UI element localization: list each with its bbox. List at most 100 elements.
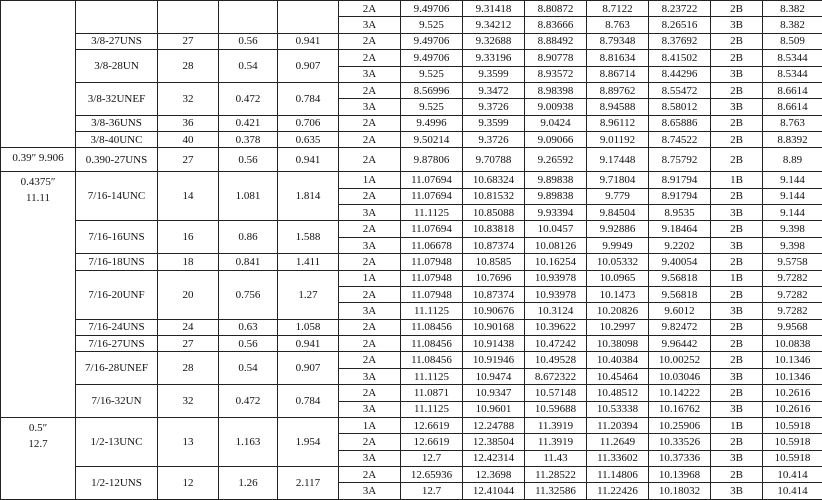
table-row: 7/16-24UNS 24 0.63 1.058 2A 11.08456 10.90168 1… — [1, 318, 822, 337]
value-cell: 8.8392 — [762, 130, 822, 149]
value-cell: 10.45464 — [586, 367, 649, 386]
class-cell: 2B — [710, 220, 763, 238]
value-cell: 12.65936 — [400, 466, 463, 484]
value-cell: 10.1346 — [762, 367, 822, 386]
c4-cell: 0.941 — [277, 335, 339, 353]
value-cell: 9.00938 — [524, 98, 587, 116]
value-cell: 12.38504 — [462, 433, 525, 451]
value-cell: 8.79348 — [586, 32, 649, 51]
value-cell: 8.55472 — [648, 81, 711, 100]
value-cell: 12.6619 — [400, 433, 463, 451]
c3-cell: 0.54 — [218, 351, 278, 386]
value-cell: 10.87374 — [462, 236, 525, 255]
value-cell: 9.525 — [400, 65, 463, 83]
class-cell: 1B — [710, 416, 763, 435]
c4-cell: 1.411 — [277, 253, 339, 271]
value-cell: 10.9474 — [462, 367, 525, 386]
designation-cell: 7/16-14UNC — [75, 171, 158, 222]
value-cell: 10.49528 — [524, 351, 587, 369]
value-cell: 9.34212 — [462, 16, 525, 34]
class-cell: 3B — [710, 400, 763, 418]
value-cell: 8.5344 — [762, 49, 822, 67]
value-cell: 10.39622 — [524, 318, 587, 337]
table-row: 3A 9.525 9.3599 8.93572 8.86714 8.44296 3B 8.53… — [1, 65, 822, 83]
class-cell: 3B — [710, 236, 763, 255]
diameter-cell: 0.39″ 9.906 — [0, 147, 76, 173]
diameter-text: 0.5″ — [28, 421, 48, 434]
table-row: 7/16-18UNS 18 0.841 1.411 2A 11.07948 10.8585 1… — [1, 253, 822, 271]
value-cell: 8.6614 — [762, 98, 822, 116]
value-cell: 8.80872 — [524, 0, 587, 18]
value-cell: 8.41502 — [648, 49, 711, 67]
table-row: 3/8-36UNS 36 0.421 0.706 2A 9.4996 9.3599 9.042… — [1, 114, 822, 133]
tpi-cell: 32 — [157, 384, 219, 418]
table-row: 0.4375″ 11.11 7/16-14UNC 14 1.081 1.814 1A 11.0… — [0, 171, 822, 418]
value-cell: 10.57148 — [524, 384, 587, 402]
designation-cell: 1/2-12UNS — [75, 466, 158, 500]
value-cell: 10.05332 — [586, 253, 649, 271]
value-cell: 8.89 — [762, 147, 822, 173]
value-cell: 10.00252 — [648, 351, 711, 369]
value-cell: 9.87806 — [400, 147, 463, 173]
value-cell: 11.14806 — [586, 466, 649, 484]
value-cell: 9.18464 — [648, 220, 711, 238]
class-cell: 3A — [338, 400, 401, 418]
c4-cell: 1.27 — [277, 269, 339, 320]
designation-cell: 3/8-27UNS — [75, 32, 158, 51]
value-cell: 9.49706 — [400, 49, 463, 67]
table-row: 7/16-27UNS 27 0.56 0.941 2A 11.08456 10.91438 1… — [1, 335, 822, 353]
value-cell: 10.37336 — [648, 449, 711, 468]
class-cell: 2A — [338, 0, 401, 18]
designation-cell: 7/16-27UNS — [75, 335, 158, 353]
c3-cell: 0.421 — [218, 114, 278, 133]
value-cell: 8.44296 — [648, 65, 711, 83]
class-cell: 2A — [338, 335, 401, 353]
value-cell: 8.90778 — [524, 49, 587, 67]
value-cell: 10.3124 — [524, 302, 587, 320]
value-cell: 9.56818 — [648, 269, 711, 287]
value-cell: 10.0838 — [762, 335, 822, 353]
value-cell: 9.89838 — [524, 171, 587, 189]
value-cell: 10.90676 — [462, 302, 525, 320]
value-cell: 9.50214 — [400, 130, 463, 149]
value-cell: 11.07694 — [400, 187, 463, 206]
value-cell: 9.26592 — [524, 147, 587, 173]
class-cell: 2A — [338, 384, 401, 402]
value-cell: 9.09066 — [524, 130, 587, 149]
value-cell: 8.88492 — [524, 32, 587, 51]
table-row: 7/16-16UNS 16 0.86 1.588 2A 11.07694 10.83818 1… — [1, 220, 822, 255]
value-cell: 9.5758 — [762, 253, 822, 271]
value-cell: 9.70788 — [462, 147, 525, 173]
value-cell: 8.89762 — [586, 81, 649, 100]
value-cell: 9.89838 — [524, 187, 587, 206]
value-cell: 11.07694 — [400, 171, 463, 189]
value-cell: 10.2616 — [762, 384, 822, 402]
value-cell: 10.25906 — [648, 416, 711, 435]
value-cell: 9.49706 — [400, 32, 463, 51]
value-cell: 10.16254 — [524, 253, 587, 271]
table-row: 3/8-27UNS 27 0.56 0.941 2A 9.49706 9.32688 8.88… — [1, 32, 822, 51]
value-cell: 9.01192 — [586, 130, 649, 149]
table-row: 3/8-40UNC 40 0.378 0.635 2A 9.50214 9.3726 9.09… — [1, 130, 822, 149]
value-cell: 10.16762 — [648, 400, 711, 418]
value-cell: 8.672322 — [524, 367, 587, 386]
value-cell: 8.75792 — [648, 147, 711, 173]
value-cell: 11.1125 — [400, 302, 463, 320]
value-cell: 10.47242 — [524, 335, 587, 353]
value-cell: 8.96112 — [586, 114, 649, 133]
value-cell: 11.0871 — [400, 384, 463, 402]
value-cell: 10.20826 — [586, 302, 649, 320]
class-cell: 2B — [710, 433, 763, 451]
c4-cell: 0.784 — [277, 81, 339, 116]
class-cell: 3A — [338, 98, 401, 116]
c3-cell: 0.378 — [218, 130, 278, 149]
class-cell: 3B — [710, 65, 763, 83]
tpi-cell: 27 — [157, 335, 219, 353]
value-cell: 9.779 — [586, 187, 649, 206]
value-cell: 11.33602 — [586, 449, 649, 468]
class-cell: 2B — [710, 253, 763, 271]
value-cell: 9.92886 — [586, 220, 649, 238]
tpi-cell: 24 — [157, 318, 219, 337]
value-cell: 9.3472 — [462, 81, 525, 100]
class-cell: 3A — [338, 482, 401, 500]
